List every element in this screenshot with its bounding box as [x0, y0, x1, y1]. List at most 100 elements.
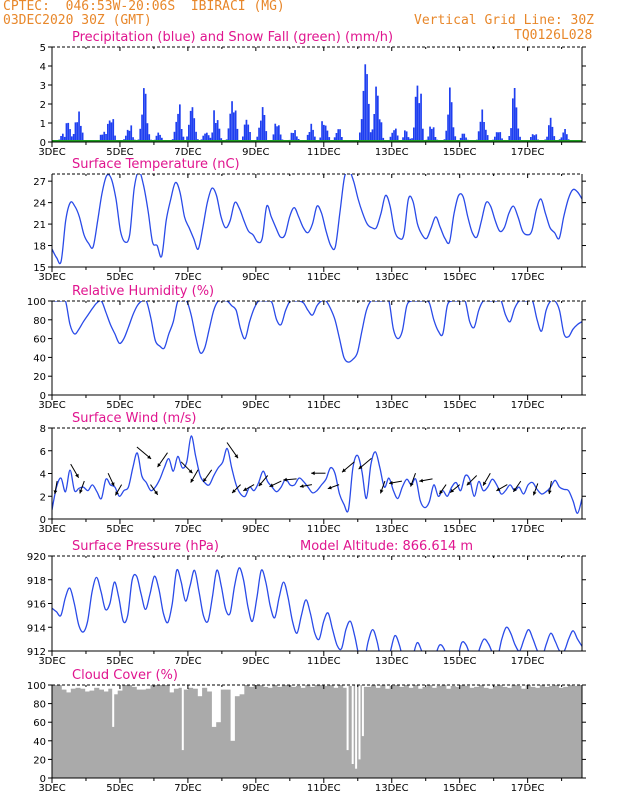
cloud-cover-bar [216, 722, 222, 778]
series-line [52, 174, 582, 265]
y-tick-label: 5 [40, 43, 46, 54]
y-tick-label: 920 [27, 552, 46, 563]
wind-vector-head [115, 491, 119, 496]
panel-title: Surface Temperature (nC) [72, 157, 240, 172]
panel-title: Surface Pressure (hPa) [72, 539, 219, 554]
y-tick-label: 40 [33, 353, 46, 364]
x-tick-label: 15DEC [443, 783, 477, 794]
precip-bar [227, 128, 230, 142]
cloud-cover-bar [277, 686, 283, 778]
precip-bar [533, 135, 536, 142]
cloud-cover-bar [159, 685, 165, 778]
x-tick-label: 3DEC [38, 272, 65, 283]
precip-bar [328, 137, 331, 142]
wind-vector-head [269, 483, 274, 487]
precip-bar [333, 137, 336, 142]
precip-bar [110, 122, 113, 142]
wind-vector-head [419, 478, 424, 483]
wind-vector-head [110, 482, 115, 487]
precip-bar [512, 98, 514, 142]
precip-bar [366, 74, 368, 142]
precip-bar [359, 132, 361, 142]
precip-bar [420, 93, 422, 142]
precip-bar [519, 136, 521, 142]
y-tick-label: 2 [40, 100, 46, 111]
precip-bar [279, 134, 282, 142]
precip-bar [108, 120, 111, 142]
x-tick-label: 5DEC [106, 524, 133, 535]
x-tick-label: 15DEC [443, 272, 477, 283]
cloud-cover-bar [385, 688, 391, 778]
cloud-cover-bar [253, 685, 259, 778]
cloud-cover-bar [558, 687, 564, 778]
cloud-cover-bar [75, 687, 81, 778]
wind-vector-head [234, 454, 238, 459]
x-tick-label: 9DEC [242, 147, 269, 158]
precip-bar [405, 131, 408, 142]
cloud-cover-bar [108, 688, 114, 778]
cloud-cover-bar [131, 686, 137, 778]
x-tick-label: 9DEC [242, 656, 269, 667]
precip-bar [202, 135, 205, 142]
precip-bar [497, 132, 500, 142]
precip-bar [508, 136, 511, 142]
precip-bar [211, 132, 214, 142]
x-tick-label: 9DEC [242, 524, 269, 535]
cloud-cover-bar [314, 685, 320, 778]
y-tick-label: 8 [40, 424, 46, 435]
cloud-cover-bar [492, 685, 498, 778]
precip-bar [323, 124, 325, 142]
precip-bar [477, 131, 480, 142]
precip-bar [427, 136, 430, 142]
y-tick-label: 4 [40, 62, 46, 73]
panel-title: Relative Humidity (%) [72, 284, 214, 299]
cloud-cover-bar [483, 687, 489, 778]
cloud-cover-bar [469, 687, 475, 778]
precip-bar [249, 132, 251, 142]
cloud-cover-bar [305, 685, 311, 778]
cloud-cover-bar [342, 687, 348, 778]
precip-bar [180, 129, 183, 142]
wind-vector-head [258, 482, 263, 487]
cloud-cover-bar [431, 687, 437, 778]
cloud-cover-bar [272, 685, 278, 778]
y-tick-label: 21 [33, 220, 46, 231]
y-tick-label: 3 [40, 81, 46, 92]
y-tick-label: 20 [33, 372, 46, 383]
wind-vector-head [358, 465, 363, 470]
cloud-gap [351, 685, 354, 764]
cloud-cover-bar [300, 687, 306, 778]
precip-bar [69, 129, 71, 142]
x-tick-label: 9DEC [242, 400, 269, 411]
cloud-cover-bar [436, 685, 442, 778]
y-tick-label: 80 [33, 316, 46, 327]
x-tick-label: 3DEC [38, 783, 65, 794]
precip-bar [310, 123, 313, 142]
cloud-cover-bar [324, 685, 330, 778]
cloud-cover-bar [370, 685, 376, 778]
y-tick-label: 18 [33, 242, 46, 253]
precip-bar [236, 128, 239, 142]
precip-bar [391, 132, 394, 142]
precip-bar [125, 135, 127, 142]
precip-bar [494, 136, 496, 142]
y-tick-label: 60 [33, 718, 46, 729]
precip-bar [60, 136, 62, 142]
x-tick-label: 15DEC [443, 656, 477, 667]
precip-bar [81, 132, 84, 142]
cloud-cover-bar [295, 685, 301, 778]
cloud-cover-bar [553, 685, 559, 778]
precip-bar [314, 136, 316, 142]
precip-bar [105, 134, 107, 142]
precip-bar [373, 114, 376, 142]
precip-bar [265, 131, 268, 142]
wind-vector-head [232, 489, 236, 493]
precip-bar [112, 119, 115, 142]
cloud-cover-bar [145, 688, 151, 778]
precip-bar [242, 136, 244, 142]
precip-bar [76, 122, 79, 142]
cloud-cover-bar [310, 686, 316, 778]
precip-bar [378, 119, 381, 142]
cloud-cover-bar [544, 686, 550, 778]
wind-vector-head [496, 487, 501, 491]
